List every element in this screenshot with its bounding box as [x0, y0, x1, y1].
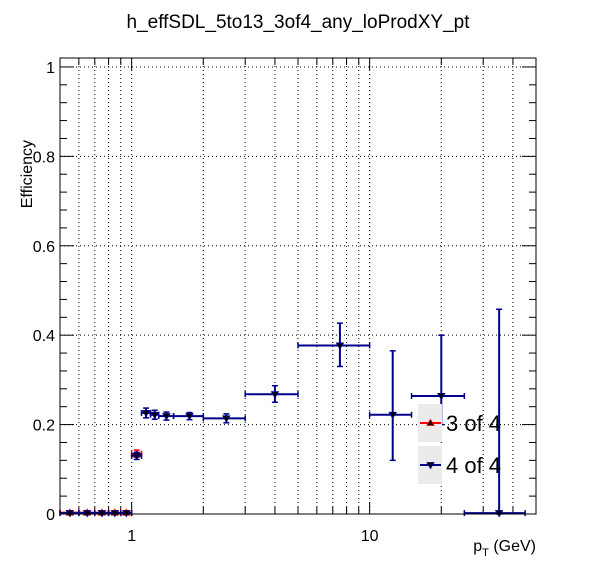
data-point	[172, 411, 205, 421]
legend-marker	[426, 418, 435, 426]
legend-label: 4 of 4	[446, 453, 501, 478]
data-marker	[132, 452, 141, 461]
y-tick-label: 0.2	[33, 418, 55, 435]
x-axis-title-sub: T	[482, 547, 489, 559]
tick-labels: 1 10 0 0.2 0.4 0.6 0.8 1	[33, 60, 379, 545]
legend: 3 of 4 4 of 4	[418, 404, 501, 484]
x-axis-title-main: p	[473, 538, 482, 555]
x-axis-title-unit: (GeV)	[489, 538, 536, 555]
data-point	[130, 451, 143, 461]
legend-marker	[426, 462, 435, 470]
data-point	[158, 411, 175, 421]
data-marker	[141, 410, 151, 418]
chart-title: h_effSDL_5to13_3of4_any_loProdXY_pt	[127, 12, 471, 33]
data-marker	[185, 413, 194, 421]
x-tick-label: 10	[361, 528, 379, 545]
data-marker	[335, 342, 345, 350]
y-tick-label: 0.4	[33, 328, 55, 345]
data-marker	[222, 415, 231, 423]
data-marker	[150, 411, 160, 420]
data-marker	[270, 391, 280, 399]
y-tick-label: 1	[46, 60, 55, 77]
data-marker	[436, 393, 446, 401]
y-axis-title: Efficiency	[19, 140, 36, 208]
data-point	[202, 413, 246, 424]
legend-entry: 4 of 4	[418, 446, 501, 484]
y-tick-label: 0	[46, 507, 55, 524]
data-marker	[388, 411, 398, 420]
plot-frame	[59, 57, 537, 515]
data-point	[297, 322, 371, 368]
x-tick-label: 1	[127, 528, 136, 545]
legend-entry: 3 of 4	[418, 404, 501, 442]
data-point	[368, 350, 413, 462]
x-axis-title: pT (GeV)	[473, 538, 536, 559]
data-marker	[162, 413, 171, 421]
data-point	[244, 384, 299, 403]
grid-lines	[60, 58, 536, 514]
legend-label: 3 of 4	[446, 411, 501, 436]
y-tick-label: 0.8	[33, 149, 55, 166]
y-tick-label: 0.6	[33, 239, 55, 256]
